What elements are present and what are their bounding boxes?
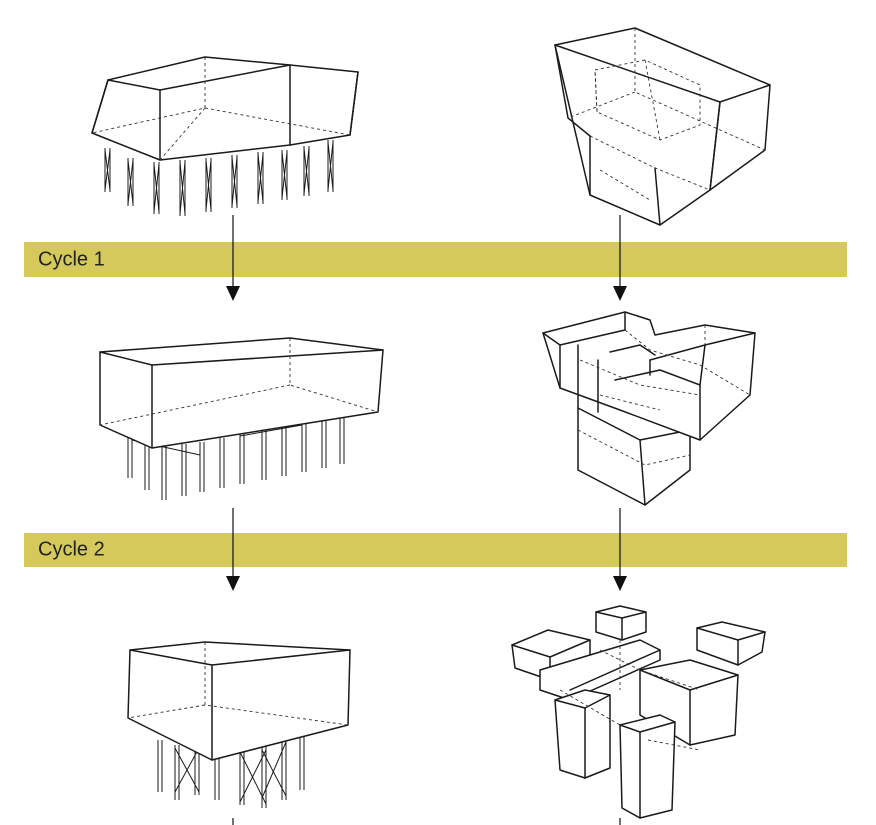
arrow-left-2 (226, 508, 240, 591)
arrow-right-2 (613, 508, 627, 591)
cycle-band-1: Cycle 1 (24, 242, 847, 277)
building-left-stage-1 (91, 56, 359, 216)
arrow-left-1 (226, 215, 240, 301)
building-right-stage-1 (554, 27, 771, 226)
cycle-band-2: Cycle 2 (24, 533, 847, 567)
building-right-stage-3 (511, 605, 766, 819)
cycle-label-1: Cycle 1 (38, 248, 105, 270)
building-right-stage-2 (542, 311, 756, 506)
building-left-stage-3 (127, 641, 351, 808)
braced-columns (104, 140, 334, 216)
arrow-right-1 (613, 215, 627, 301)
building-left-stage-2 (99, 337, 384, 500)
cycle-label-2: Cycle 2 (38, 538, 105, 561)
braced-pilotis (157, 734, 305, 808)
faceted-volume (91, 56, 359, 161)
